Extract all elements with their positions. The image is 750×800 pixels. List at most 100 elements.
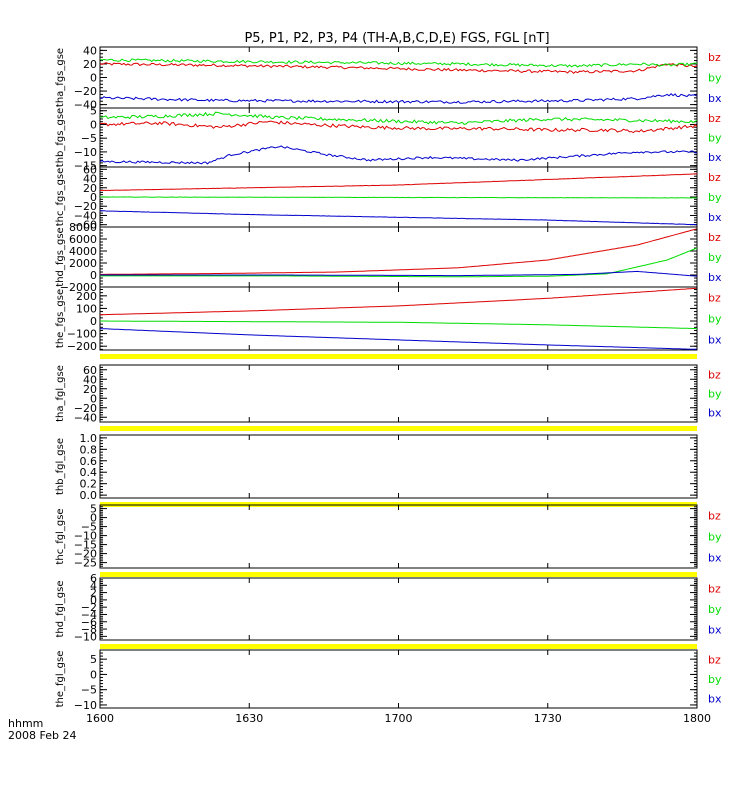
y-tick-label: 100 xyxy=(76,302,97,315)
y-tick-label: −10 xyxy=(74,630,97,643)
data-quality-flag-bar xyxy=(100,572,697,577)
y-tick-label: 0 xyxy=(90,315,97,328)
legend-by: by xyxy=(708,313,722,326)
chart-title: P5, P1, P2, P3, P4 (TH-A,B,C,D,E) FGS, F… xyxy=(244,31,549,46)
y-tick-label: 40 xyxy=(83,373,97,386)
data-quality-flag-bar xyxy=(100,426,697,431)
legend-bx: bx xyxy=(708,407,722,420)
series-line-by xyxy=(100,58,697,68)
y-axis-label: thc_fgl_gse xyxy=(55,508,66,564)
y-tick-label: −20 xyxy=(74,402,97,415)
legend-bx: bx xyxy=(708,271,722,284)
y-tick-label: −10 xyxy=(74,146,97,159)
y-tick-label: 2 xyxy=(90,587,97,600)
y-axis-label: thb_fgl_gse xyxy=(55,438,66,495)
y-axis-label: thd_fgl_gse xyxy=(55,581,66,638)
y-tick-label: 0 xyxy=(90,512,97,525)
legend-bx: bx xyxy=(708,151,722,164)
data-quality-flag-bar xyxy=(100,354,697,359)
legend-bz: bz xyxy=(708,51,721,64)
panel-frame xyxy=(99,226,698,288)
y-tick-label: −10 xyxy=(74,699,97,712)
y-tick-label: −200 xyxy=(67,340,97,353)
y-tick-label: −25 xyxy=(74,557,97,570)
legend-by: by xyxy=(708,72,722,85)
x-tick-label: 1630 xyxy=(235,712,263,725)
series-line-bx xyxy=(100,93,697,104)
legend-by: by xyxy=(708,251,722,264)
legend-by: by xyxy=(708,673,722,686)
y-tick-label: −40 xyxy=(74,99,97,112)
y-tick-label: −4 xyxy=(81,608,97,621)
y-tick-label: −5 xyxy=(81,132,97,145)
legend-bx: bx xyxy=(708,624,722,637)
panel-frame xyxy=(99,504,698,569)
y-axis-label: thc_fgs_gse xyxy=(55,168,66,227)
legend-bz: bz xyxy=(708,654,721,667)
legend-bz: bz xyxy=(708,369,721,382)
y-tick-label: 40 xyxy=(83,173,97,186)
y-axis-label: tha_fgs_gse xyxy=(55,48,66,107)
y-tick-label: 0.6 xyxy=(80,455,98,468)
legend-bz: bz xyxy=(708,292,721,305)
legend-bz: bz xyxy=(708,231,721,244)
panel-frame xyxy=(99,577,698,641)
y-axis-label: the_fgs_gse xyxy=(55,289,66,348)
y-tick-label: 0.8 xyxy=(80,443,98,456)
y-tick-label: 6000 xyxy=(69,233,97,246)
y-tick-label: 5 xyxy=(90,503,97,516)
y-tick-label: 20 xyxy=(83,58,97,71)
series-line-bz xyxy=(100,287,697,316)
y-tick-label: −40 xyxy=(74,411,97,424)
y-tick-label: 6 xyxy=(90,572,97,585)
legend-by: by xyxy=(708,388,722,401)
y-tick-label: 0 xyxy=(90,668,97,681)
y-tick-label: 0 xyxy=(90,269,97,282)
y-tick-label: 0.4 xyxy=(80,466,98,479)
y-tick-label: −2000 xyxy=(60,281,97,294)
y-tick-label: −10 xyxy=(74,530,97,543)
y-tick-label: 2000 xyxy=(69,257,97,270)
panel-the_fgl_gse: −10 −5 0 5 the_fgl_gse bz by bx xyxy=(55,649,722,712)
series-line-by xyxy=(100,247,697,278)
legend-bz: bz xyxy=(708,582,721,595)
y-tick-label: 0.2 xyxy=(80,478,98,491)
y-tick-label: −15 xyxy=(74,160,97,173)
panel-frame xyxy=(99,364,698,423)
y-tick-label: −60 xyxy=(74,219,97,232)
series-line-bz xyxy=(100,120,697,134)
x-tick-label: 1730 xyxy=(534,712,562,725)
series-line-bx xyxy=(100,145,697,165)
y-tick-label: 5 xyxy=(90,653,97,666)
series-line-bz xyxy=(100,228,697,275)
legend-bx: bx xyxy=(708,334,722,347)
series-line-bx xyxy=(100,210,697,226)
y-tick-label: −100 xyxy=(67,328,97,341)
y-tick-label: −6 xyxy=(81,616,97,629)
y-axis-label: the_fgl_gse xyxy=(55,651,66,708)
x-tick-label: 1800 xyxy=(683,712,711,725)
legend-by: by xyxy=(708,191,722,204)
y-axis-label: thb_fgs_gse xyxy=(55,108,66,167)
y-tick-label: 5 xyxy=(90,105,97,118)
y-tick-label: 0 xyxy=(90,118,97,131)
x-tick-label: 1600 xyxy=(86,712,114,725)
series-line-by xyxy=(100,111,697,125)
y-tick-label: 8000 xyxy=(69,221,97,234)
y-tick-label: 60 xyxy=(83,364,97,377)
legend-bz: bz xyxy=(708,112,721,125)
legend-bz: bz xyxy=(708,171,721,184)
time-format-label: hhmm xyxy=(8,717,43,730)
data-quality-flag-bar xyxy=(100,644,697,649)
x-axis: 1600 1630 1700 1730 1800 xyxy=(86,712,711,725)
date-label: 2008 Feb 24 xyxy=(8,729,76,742)
x-tick-label: 1700 xyxy=(385,712,413,725)
y-axis-label: tha_fgl_gse xyxy=(55,365,66,422)
